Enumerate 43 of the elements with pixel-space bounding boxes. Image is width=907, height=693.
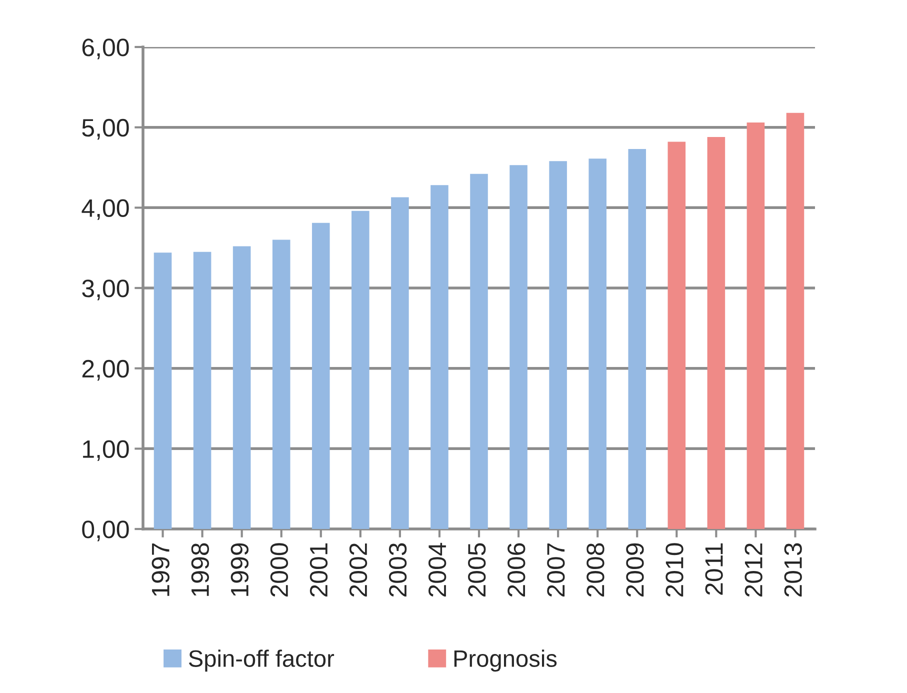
x-tick-label: 2012 [744,543,762,597]
x-tick-label: 2008 [586,543,604,597]
x-tick-label: 2013 [784,543,802,597]
x-tick-label: 2010 [666,543,684,597]
x-tick-label: 1998 [191,543,210,596]
x-tick-label: 2009 [626,543,644,597]
bar [352,210,370,529]
bar [549,161,567,529]
x-tick-label: 2001 [310,543,328,597]
bar [668,142,686,529]
x-tick-label: 2011 [705,543,723,595]
bar [430,185,448,529]
y-tick-label: 3,00 [82,280,129,300]
x-tick-label: 2004 [428,542,446,597]
bar [588,158,606,529]
legend-label: Spin-off factor [188,650,334,672]
bar [746,122,765,529]
bar [272,240,290,529]
bar [786,112,804,529]
x-tick-label: 2000 [270,543,288,597]
y-tick-label: 0,00 [82,520,129,542]
x-tick-label: 2006 [508,543,526,597]
bar [510,165,528,529]
y-tick-label: 2,00 [82,360,129,381]
y-tick-label: 4,00 [82,199,129,220]
bar [707,136,726,529]
x-tick-label: 2002 [349,543,368,597]
x-tick-label: 2005 [468,543,486,597]
bar [470,174,488,529]
bar [628,149,646,529]
bar [154,252,172,529]
x-tick-label: 2007 [547,543,565,597]
bar [391,197,409,529]
x-tick-label: 2003 [388,543,407,597]
x-tick-label: 1999 [230,543,249,596]
legend-label: Prognosis [454,650,557,672]
bar [193,252,212,529]
x-tick-label: 1997 [152,543,170,596]
bar [312,222,330,529]
y-tick-label: 1,00 [83,440,129,461]
bar [232,246,251,529]
y-tick-label: 6,00 [82,38,129,60]
y-tick-label: 5,00 [82,118,129,140]
